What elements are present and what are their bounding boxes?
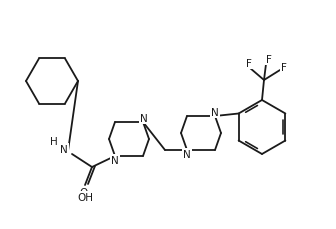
Text: OH: OH bbox=[77, 192, 93, 202]
Text: N: N bbox=[60, 144, 68, 154]
Text: N: N bbox=[111, 155, 119, 165]
Text: F: F bbox=[281, 63, 287, 73]
Text: F: F bbox=[246, 59, 252, 69]
Text: O: O bbox=[79, 187, 87, 197]
Text: N: N bbox=[140, 114, 148, 123]
Text: F: F bbox=[266, 55, 272, 65]
Text: N: N bbox=[183, 149, 191, 159]
Text: N: N bbox=[211, 108, 219, 117]
Text: H: H bbox=[50, 136, 58, 146]
